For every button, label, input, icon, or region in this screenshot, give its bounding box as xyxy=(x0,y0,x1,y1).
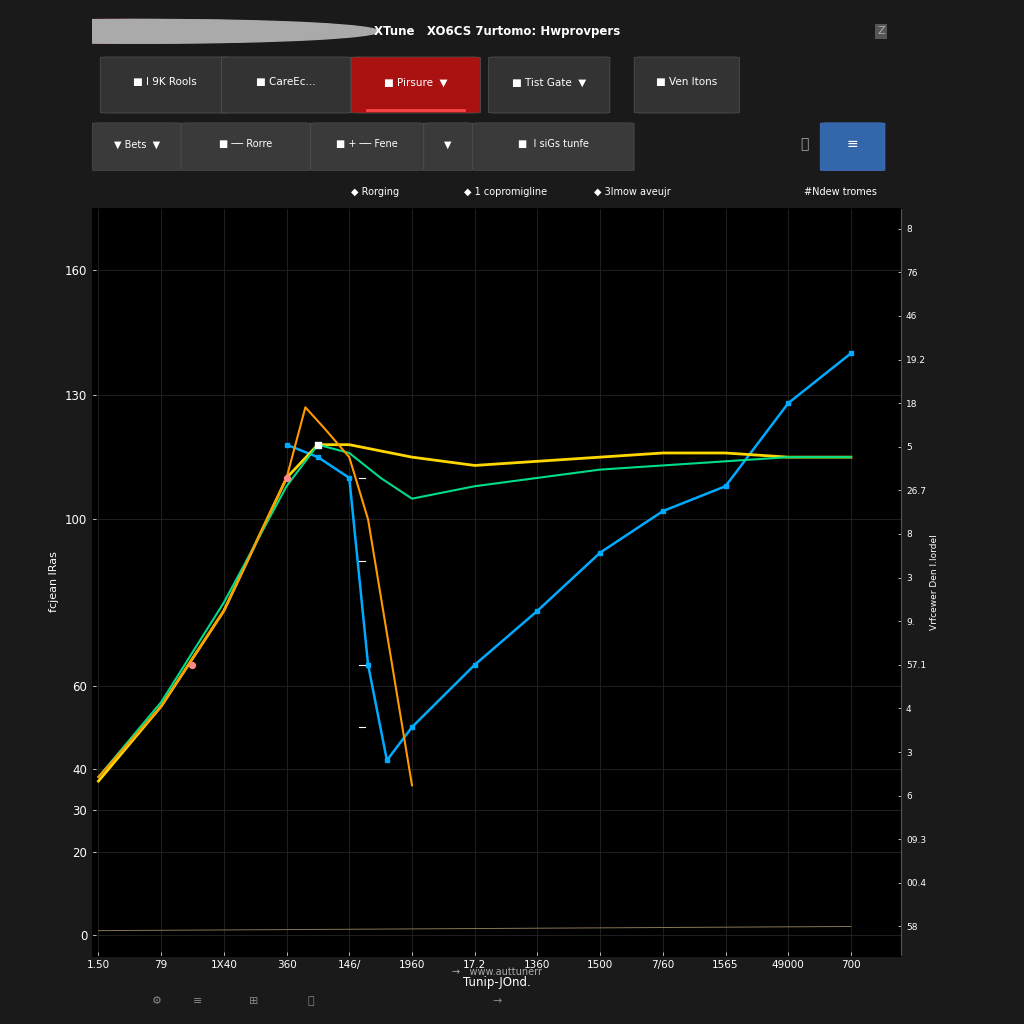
Text: ■ Pirsure  ▼: ■ Pirsure ▼ xyxy=(384,78,447,87)
Y-axis label: Vrfcewer Den l.lordel: Vrfcewer Den l.lordel xyxy=(930,534,939,630)
Text: 🗑: 🗑 xyxy=(307,995,314,1006)
FancyBboxPatch shape xyxy=(424,123,472,171)
Text: ■ ── Rorre: ■ ── Rorre xyxy=(219,139,272,150)
FancyBboxPatch shape xyxy=(351,57,480,113)
Point xyxy=(309,436,326,453)
Text: ⊞: ⊞ xyxy=(249,995,259,1006)
Text: ■  I siGs tunfe: ■ I siGs tunfe xyxy=(518,139,589,150)
Text: 🗑: 🗑 xyxy=(800,137,808,152)
FancyBboxPatch shape xyxy=(488,57,610,113)
Text: ⚙: ⚙ xyxy=(152,995,162,1006)
Circle shape xyxy=(0,19,379,43)
Text: ■ CareEc...: ■ CareEc... xyxy=(256,78,316,87)
X-axis label: Tunip-JOnd.: Tunip-JOnd. xyxy=(463,976,530,989)
Text: →   www.auttunerr: → www.auttunerr xyxy=(452,967,542,977)
Text: ■ I 9K Rools: ■ I 9K Rools xyxy=(133,78,197,87)
FancyBboxPatch shape xyxy=(634,57,739,113)
Point xyxy=(279,470,295,486)
Text: ▼: ▼ xyxy=(444,139,452,150)
Text: →: → xyxy=(492,995,502,1006)
Text: ■ Tist Gate  ▼: ■ Tist Gate ▼ xyxy=(512,78,587,87)
Y-axis label: fcjean lRas: fcjean lRas xyxy=(49,551,59,612)
FancyBboxPatch shape xyxy=(472,123,634,171)
Text: #Ndew tromes: #Ndew tromes xyxy=(804,186,877,197)
FancyBboxPatch shape xyxy=(310,123,424,171)
Text: ◆ Rorging: ◆ Rorging xyxy=(351,186,399,197)
Text: Z: Z xyxy=(878,27,885,36)
Text: ≡: ≡ xyxy=(847,137,858,152)
Point xyxy=(184,656,201,673)
FancyBboxPatch shape xyxy=(820,123,885,171)
Text: ◆ 1 copromigline: ◆ 1 copromigline xyxy=(464,186,548,197)
Text: ■ + ── Fene: ■ + ── Fene xyxy=(336,139,398,150)
FancyBboxPatch shape xyxy=(100,57,229,113)
Text: XTune   XO6CS 7urtomo: Hwprovpers: XTune XO6CS 7urtomo: Hwprovpers xyxy=(374,25,620,38)
Circle shape xyxy=(0,19,357,43)
FancyBboxPatch shape xyxy=(181,123,310,171)
FancyBboxPatch shape xyxy=(909,208,1007,955)
FancyBboxPatch shape xyxy=(221,57,351,113)
Circle shape xyxy=(0,19,337,43)
Text: ◆ 3lmow aveujr: ◆ 3lmow aveujr xyxy=(594,186,671,197)
Text: ▼ Bets  ▼: ▼ Bets ▼ xyxy=(114,139,160,150)
Text: ≡: ≡ xyxy=(193,995,202,1006)
FancyBboxPatch shape xyxy=(92,123,181,171)
Text: ■ Ven Itons: ■ Ven Itons xyxy=(656,78,718,87)
